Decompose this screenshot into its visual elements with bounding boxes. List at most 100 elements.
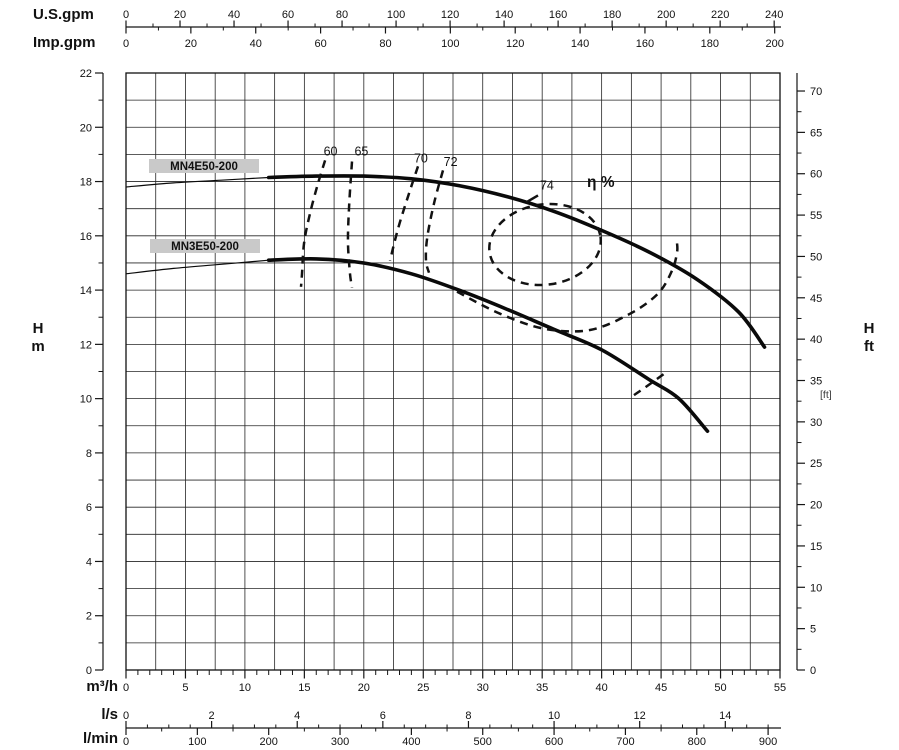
tick-label-h-m: 20 bbox=[80, 122, 92, 134]
pump-curve-MN4E50-200 bbox=[266, 174, 767, 349]
tick-label-imp_gpm: 200 bbox=[766, 38, 784, 50]
tick-label-h-ft: 15 bbox=[810, 541, 822, 553]
tick-label-h-ft: 10 bbox=[810, 582, 822, 594]
tick-label-h-ft: 40 bbox=[810, 334, 822, 346]
tick-label-h-ft: 25 bbox=[810, 458, 822, 470]
tick-label-l_min: 600 bbox=[545, 736, 563, 748]
tick-label-imp_gpm: 80 bbox=[379, 38, 391, 50]
tick-label-l_min: 900 bbox=[759, 736, 777, 748]
series-label: MN4E50-200 bbox=[170, 161, 238, 173]
tick-label-l_s: 4 bbox=[294, 710, 300, 722]
tick-label-m3h: 55 bbox=[774, 682, 786, 694]
tick-label-h-m: 12 bbox=[80, 339, 92, 351]
tick-label-h-ft: 70 bbox=[810, 86, 822, 98]
tick-label-m3h: 40 bbox=[596, 682, 608, 694]
tick-label-h-m: 22 bbox=[80, 68, 92, 80]
tick-label-imp_gpm: 60 bbox=[314, 38, 326, 50]
tick-label-l_min: 200 bbox=[260, 736, 278, 748]
tick-label-us_gpm: 220 bbox=[711, 9, 729, 21]
tick-label-h-ft: 45 bbox=[810, 293, 822, 305]
tick-label-m3h: 50 bbox=[714, 682, 726, 694]
axis-title-lmin: l/min bbox=[82, 730, 118, 747]
tick-label-l_s: 8 bbox=[465, 710, 471, 722]
tick-label-l_s: 12 bbox=[634, 710, 646, 722]
ft-bracket-note: [ft] bbox=[820, 389, 832, 401]
tick-label-imp_gpm: 0 bbox=[123, 38, 129, 50]
tick-label-m3h: 20 bbox=[358, 682, 370, 694]
tick-label-h-ft: 20 bbox=[810, 500, 822, 512]
tick-label-imp_gpm: 100 bbox=[441, 38, 459, 50]
tick-label-l_min: 800 bbox=[688, 736, 706, 748]
tick-label-h-m: 8 bbox=[86, 448, 92, 460]
efficiency-label-65: 65 bbox=[354, 145, 368, 159]
tick-label-us_gpm: 200 bbox=[657, 9, 675, 21]
tick-label-l_min: 0 bbox=[123, 736, 129, 748]
efficiency-contour-72 bbox=[424, 170, 445, 274]
tick-label-h-m: 14 bbox=[80, 285, 92, 297]
tick-label-l_s: 14 bbox=[719, 710, 731, 722]
tick-label-m3h: 45 bbox=[655, 682, 667, 694]
tick-label-us_gpm: 40 bbox=[228, 9, 240, 21]
tick-label-imp_gpm: 120 bbox=[506, 38, 524, 50]
tick-label-imp_gpm: 140 bbox=[571, 38, 589, 50]
efficiency-contour-70 bbox=[633, 369, 669, 397]
series-label-box bbox=[150, 239, 260, 253]
tick-label-l_min: 100 bbox=[188, 736, 206, 748]
tick-label-h-m: 16 bbox=[80, 231, 92, 243]
pump-curve-MN3E50-200 bbox=[266, 257, 710, 433]
grid bbox=[125, 72, 781, 671]
efficiency-legend: η % bbox=[587, 174, 615, 191]
series-label: MN3E50-200 bbox=[171, 241, 239, 253]
tick-label-h-m: 4 bbox=[86, 556, 92, 568]
tick-label-h-m: 6 bbox=[86, 502, 92, 514]
tick-label-imp_gpm: 40 bbox=[250, 38, 262, 50]
efficiency-contour-74 bbox=[525, 194, 539, 204]
efficiency-island-74 bbox=[488, 202, 603, 287]
tick-label-m3h: 10 bbox=[239, 682, 251, 694]
efficiency-contour-70 bbox=[388, 165, 420, 262]
tick-label-us_gpm: 160 bbox=[549, 9, 567, 21]
tick-label-m3h: 25 bbox=[417, 682, 429, 694]
tick-label-m3h: 5 bbox=[182, 682, 188, 694]
efficiency-contour-72 bbox=[456, 242, 679, 333]
pump-curve-lead-MN4E50-200 bbox=[125, 176, 269, 188]
tick-label-h-ft: 30 bbox=[810, 417, 822, 429]
tick-label-us_gpm: 180 bbox=[603, 9, 621, 21]
pump-curve-lead-MN3E50-200 bbox=[125, 259, 269, 275]
efficiency-label-74: 74 bbox=[540, 179, 554, 193]
tick-label-l_s: 0 bbox=[123, 710, 129, 722]
tick-label-us_gpm: 120 bbox=[441, 9, 459, 21]
tick-label-h-ft: 65 bbox=[810, 127, 822, 139]
tick-label-l_s: 6 bbox=[380, 710, 386, 722]
axis-title-m3h: m³/h bbox=[86, 678, 118, 695]
tick-label-us_gpm: 20 bbox=[174, 9, 186, 21]
tick-label-m3h: 0 bbox=[123, 682, 129, 694]
axis-title-imp-gpm: Imp.gpm bbox=[33, 34, 96, 51]
axis-title-head-ft: H ft bbox=[863, 320, 875, 355]
tick-label-us_gpm: 0 bbox=[123, 9, 129, 21]
efficiency-contour-60 bbox=[299, 160, 327, 287]
tick-label-imp_gpm: 180 bbox=[701, 38, 719, 50]
tick-label-us_gpm: 80 bbox=[336, 9, 348, 21]
tick-label-l_min: 500 bbox=[474, 736, 492, 748]
tick-label-h-m: 18 bbox=[80, 177, 92, 189]
tick-label-us_gpm: 100 bbox=[387, 9, 405, 21]
efficiency-label-72: 72 bbox=[444, 155, 458, 169]
tick-label-us_gpm: 240 bbox=[765, 9, 783, 21]
tick-label-m3h: 15 bbox=[298, 682, 310, 694]
axis-title-ls: l/s bbox=[101, 706, 118, 723]
tick-label-h-ft: 0 bbox=[810, 665, 816, 677]
tick-label-h-ft: 5 bbox=[810, 624, 816, 636]
tick-label-l_min: 700 bbox=[616, 736, 634, 748]
tick-label-l_min: 300 bbox=[331, 736, 349, 748]
series-label-box bbox=[149, 159, 259, 173]
tick-label-h-ft: 60 bbox=[810, 169, 822, 181]
tick-label-l_min: 400 bbox=[402, 736, 420, 748]
tick-label-l_s: 2 bbox=[209, 710, 215, 722]
tick-label-imp_gpm: 160 bbox=[636, 38, 654, 50]
tick-label-imp_gpm: 20 bbox=[185, 38, 197, 50]
efficiency-label-60: 60 bbox=[324, 145, 338, 159]
tick-label-h-ft: 55 bbox=[810, 210, 822, 222]
